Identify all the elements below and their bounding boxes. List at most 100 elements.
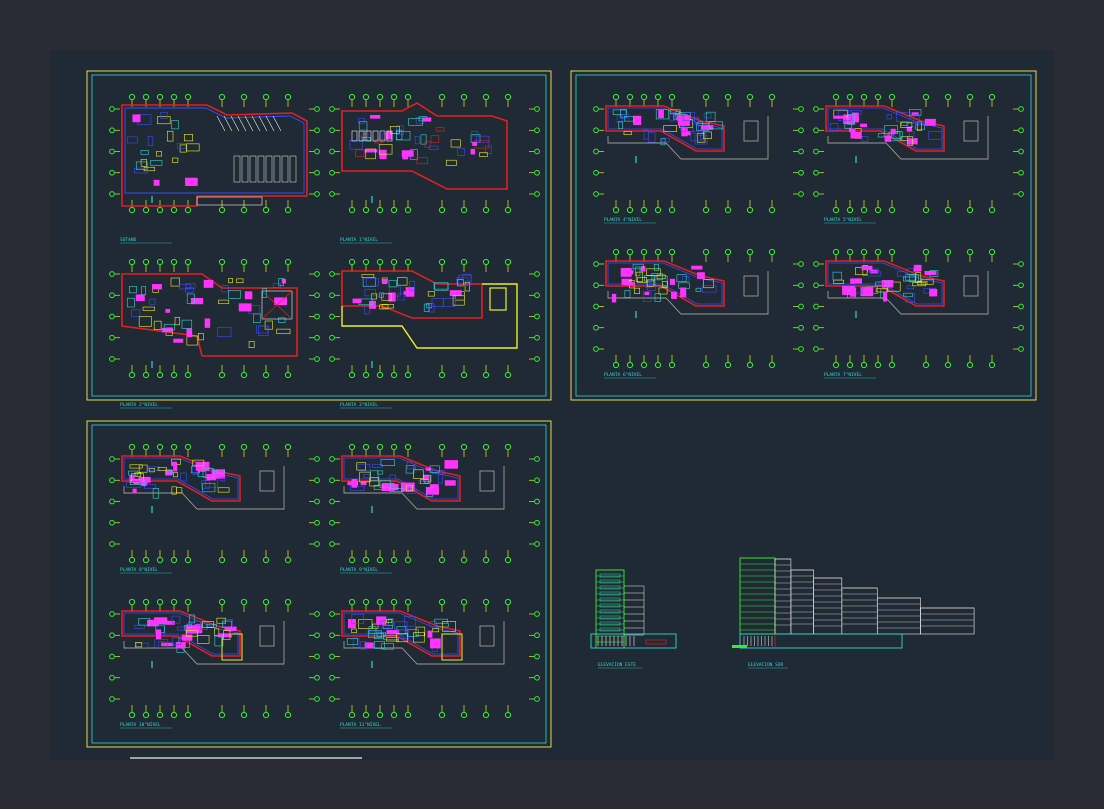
axis-bubble: [813, 169, 819, 176]
room: [406, 629, 419, 637]
cad-drawing[interactable]: SOTANO PLANTA 1°NIVEL PLANTA 2°NIVEL PLANTA…: [50, 50, 1054, 760]
axis-bubble: [874, 93, 882, 101]
axis-bubble: [348, 556, 356, 564]
core-void: [743, 120, 759, 142]
room: [437, 474, 443, 484]
ramp-line: [216, 115, 226, 132]
stair: [386, 130, 393, 142]
room: [680, 287, 687, 298]
room: [620, 109, 627, 119]
ramp-line: [265, 115, 275, 132]
room: [377, 470, 384, 475]
room: [456, 277, 469, 286]
axis-bubble: [109, 127, 115, 134]
room: [860, 123, 868, 128]
room: [862, 265, 868, 276]
axis-bubble: [170, 443, 178, 451]
axis-bubble: [593, 261, 599, 267]
room: [142, 306, 155, 311]
room: [632, 263, 644, 270]
axis-bubble: [314, 292, 320, 299]
room: [244, 291, 253, 300]
room: [352, 298, 362, 304]
tower-body: [739, 557, 776, 635]
sheet-frame-outer: [570, 70, 1037, 401]
axis-bubble: [798, 191, 804, 197]
room: [676, 274, 687, 282]
room: [457, 147, 465, 156]
axis-bubble: [390, 258, 398, 266]
axis-bubble: [534, 674, 540, 681]
room: [855, 267, 868, 275]
room: [177, 143, 186, 149]
sheet-1: SOTANO PLANTA 1°NIVEL PLANTA 2°NIVEL PLANTA…: [86, 70, 552, 409]
axis-bubble: [534, 271, 540, 277]
axis-bubble: [813, 324, 819, 331]
axis-bubble: [1018, 148, 1024, 155]
room: [154, 617, 168, 624]
room: [913, 114, 920, 124]
room: [692, 123, 699, 134]
axis-bubble: [109, 653, 115, 660]
parking-stall: [289, 155, 297, 183]
axis-bubble: [240, 93, 248, 101]
room: [138, 316, 152, 327]
room: [140, 150, 149, 155]
room: [256, 325, 268, 334]
site-outline: [827, 116, 989, 160]
axis-bubble: [534, 292, 540, 299]
room: [429, 638, 441, 649]
room: [656, 274, 666, 280]
axis-bubble: [314, 127, 320, 134]
axis-bubble: [1018, 191, 1024, 197]
stepped-block: [790, 569, 814, 635]
axis-bubble: [262, 371, 270, 379]
axis-bubble: [593, 191, 599, 197]
axis-bubble: [798, 303, 804, 310]
axis-bubble: [184, 371, 192, 379]
axis-bubble: [888, 248, 896, 256]
axis-bubble: [314, 674, 320, 681]
axis-bubble: [240, 443, 248, 451]
room: [682, 276, 690, 282]
axis-bubble: [390, 556, 398, 564]
tower-inner: [827, 107, 943, 150]
axis-bubble: [944, 206, 952, 214]
room: [624, 290, 631, 298]
axis-bubble: [376, 598, 384, 606]
axis-bubble: [874, 248, 882, 256]
room: [355, 149, 365, 158]
model-space[interactable]: SOTANO PLANTA 1°NIVEL PLANTA 2°NIVEL PLANTA…: [50, 50, 1054, 760]
room: [850, 116, 860, 122]
axis-bubble: [504, 206, 512, 214]
axis-bubble: [314, 456, 320, 462]
axis-bubble: [813, 106, 819, 112]
axis-bubble: [593, 324, 599, 331]
axis-bubble: [329, 519, 335, 526]
room: [147, 619, 159, 627]
parking-stall: [241, 155, 249, 183]
room: [172, 157, 179, 163]
axis-bubble: [329, 148, 335, 155]
room: [135, 161, 148, 170]
axis-bubble: [482, 598, 490, 606]
room: [202, 621, 215, 628]
axis-bubble: [593, 127, 599, 134]
axis-bubble: [504, 556, 512, 564]
site-outline: [607, 271, 769, 315]
axis-bubble: [284, 206, 292, 214]
room: [364, 149, 378, 153]
parking-stall: [273, 155, 281, 183]
room: [402, 154, 409, 160]
terrace: [221, 633, 243, 661]
axis-bubble: [534, 334, 540, 341]
room: [700, 125, 714, 130]
axis-bubble: [314, 519, 320, 526]
axis-bubble: [262, 93, 270, 101]
room: [174, 317, 180, 326]
sheet-2: PLANTA 4°NIVEL PLANTA 5°NIVEL PLANTA 6°NIV…: [570, 70, 1037, 401]
axis-bubble: [390, 206, 398, 214]
room: [830, 123, 839, 131]
room: [903, 292, 913, 298]
room: [427, 630, 433, 638]
